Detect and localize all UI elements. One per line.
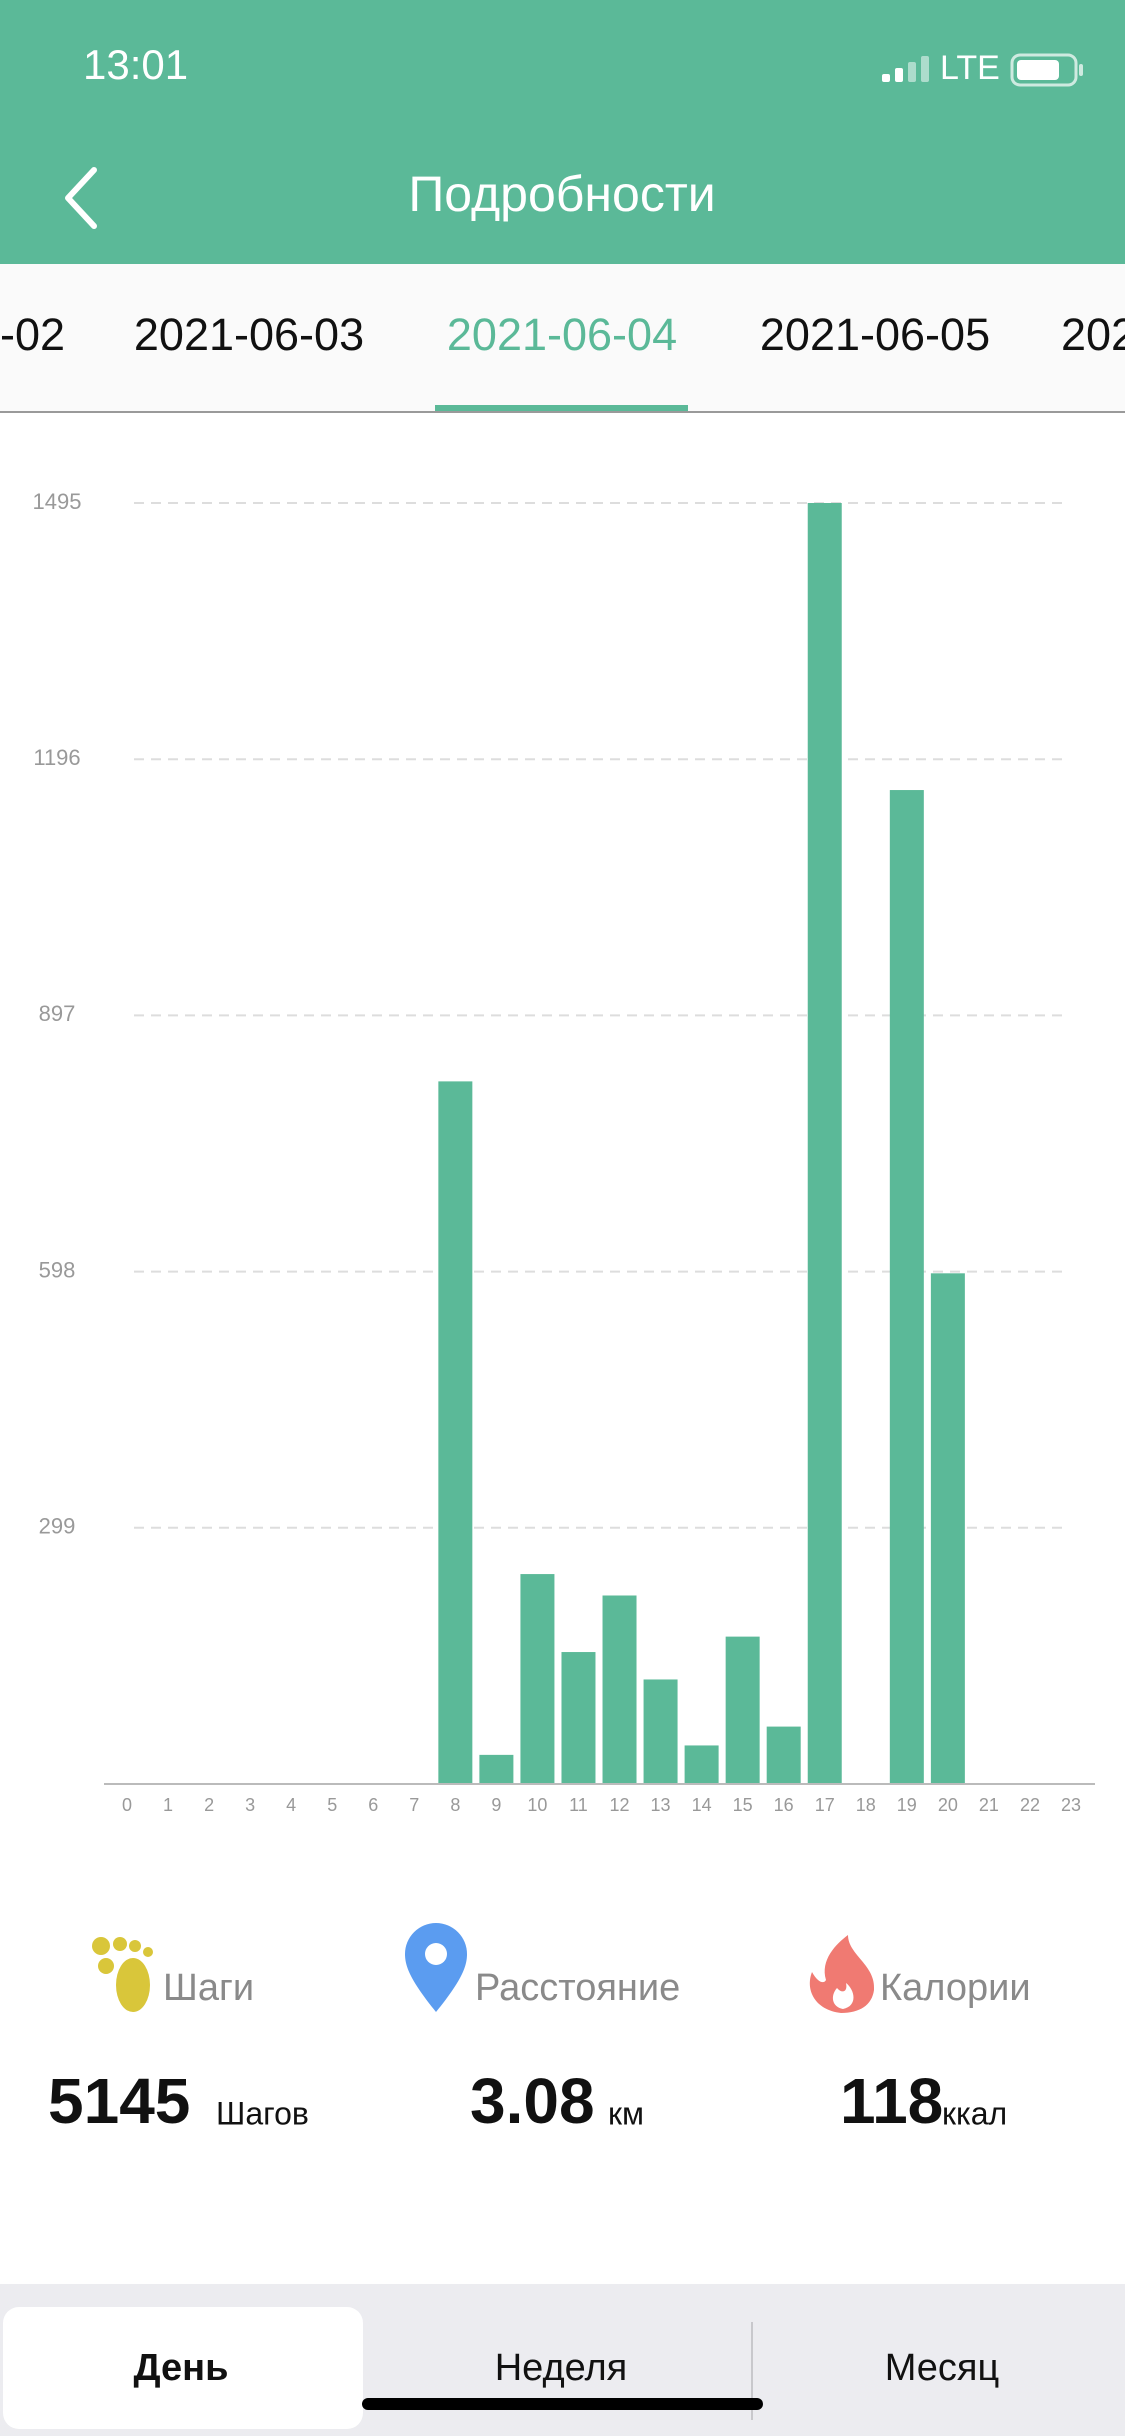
header-bg (0, 0, 1125, 264)
x-tick-label: 15 (733, 1795, 753, 1815)
bar (807, 503, 842, 1784)
x-tick-label: 17 (815, 1795, 835, 1815)
x-tick-label: 11 (569, 1795, 588, 1815)
x-tick-label: 13 (651, 1795, 671, 1815)
x-tick-label: 14 (692, 1795, 712, 1815)
y-tick-label: 1495 (33, 489, 82, 514)
stat-unit: ккал (942, 2095, 1007, 2131)
x-tick-label: 0 (122, 1795, 132, 1815)
x-tick-label: 10 (527, 1795, 547, 1815)
x-tick-label: 12 (610, 1795, 630, 1815)
bottom-tab[interactable]: Месяц (885, 2347, 1000, 2389)
bottom-tab[interactable]: День (134, 2347, 229, 2389)
bar (438, 1081, 473, 1784)
stat-label: Шаги (163, 1967, 254, 2009)
y-tick-label: 299 (39, 1514, 76, 1539)
y-tick-label: 598 (39, 1257, 76, 1282)
x-tick-label: 3 (245, 1795, 255, 1815)
date-tabs-bg (0, 264, 1125, 412)
x-tick-label: 2 (204, 1795, 214, 1815)
bar (684, 1745, 719, 1784)
date-tab[interactable]: -02 (0, 309, 65, 360)
header-title: Подробности (408, 166, 715, 222)
date-tab[interactable]: 2021-06-03 (134, 309, 364, 360)
signal-icon (882, 56, 929, 82)
x-tick-label: 16 (774, 1795, 794, 1815)
x-tick-label: 22 (1020, 1795, 1040, 1815)
stat-unit: км (608, 2095, 644, 2131)
x-tick-label: 20 (938, 1795, 958, 1815)
steps-icon (92, 1937, 153, 2012)
stat-value: 118 (840, 2065, 943, 2137)
x-tick-label: 23 (1061, 1795, 1081, 1815)
home-indicator (362, 2398, 763, 2410)
bar (930, 1273, 965, 1784)
stat-value: 5145 (48, 2065, 190, 2137)
stat-unit: Шагов (216, 2095, 309, 2131)
date-tab[interactable]: 202 (1061, 309, 1125, 360)
x-tick-label: 6 (368, 1795, 378, 1815)
x-tick-label: 9 (491, 1795, 501, 1815)
date-tab[interactable]: 2021-06-04 (447, 309, 677, 360)
calories-icon (809, 1935, 875, 2013)
x-tick-label: 8 (450, 1795, 460, 1815)
stat-value: 3.08 (470, 2065, 595, 2137)
bar (602, 1595, 637, 1784)
location-icon (405, 1923, 467, 2012)
x-tick-label: 5 (327, 1795, 337, 1815)
date-tab[interactable]: 2021-06-05 (760, 309, 990, 360)
y-tick-label: 897 (39, 1001, 76, 1026)
stat-label: Калории (880, 1967, 1031, 2009)
y-tick-label: 1196 (33, 745, 80, 770)
bottom-tab-selected-bg (3, 2307, 363, 2429)
bar (643, 1679, 678, 1784)
battery-icon (1010, 53, 1083, 87)
back-button[interactable] (65, 167, 97, 229)
bar (561, 1652, 596, 1784)
bar (479, 1754, 514, 1784)
status-network: LTE (940, 49, 1000, 87)
x-tick-label: 4 (286, 1795, 296, 1815)
x-tick-label: 18 (856, 1795, 876, 1815)
x-tick-label: 21 (979, 1795, 999, 1815)
x-tick-label: 7 (409, 1795, 419, 1815)
bar (766, 1726, 801, 1784)
x-tick-label: 19 (897, 1795, 917, 1815)
bar (725, 1636, 760, 1784)
bar (889, 790, 924, 1784)
bottom-tab[interactable]: Неделя (495, 2347, 628, 2389)
date-tab-indicator (435, 405, 688, 411)
status-time: 13:01 (83, 41, 188, 88)
bar (520, 1574, 555, 1784)
x-tick-label: 1 (163, 1795, 173, 1815)
stat-label: Расстояние (475, 1967, 680, 2009)
